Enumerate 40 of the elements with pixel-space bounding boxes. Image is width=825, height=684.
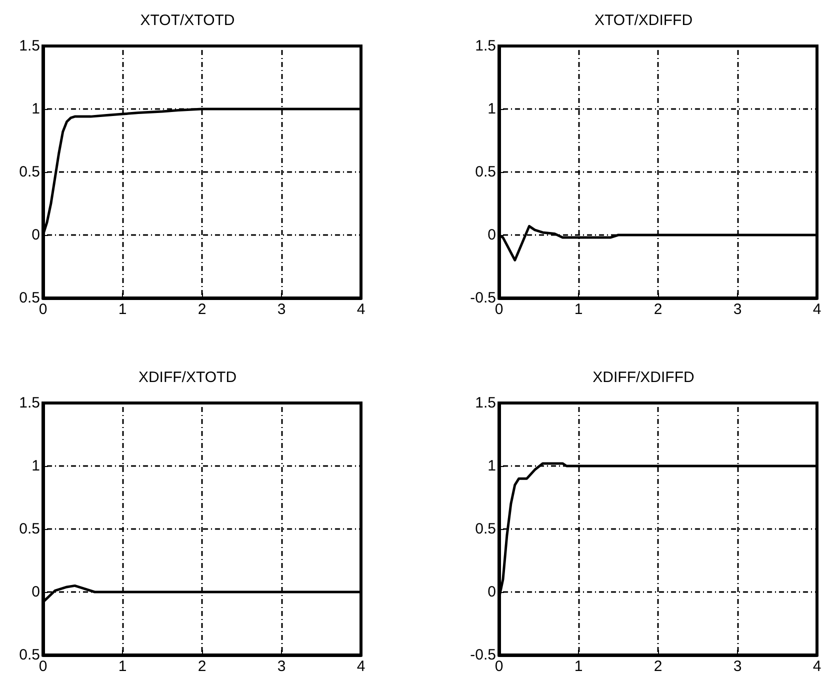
y-tick-label: 1.5: [19, 38, 40, 54]
y-tick-label: 0: [488, 226, 496, 244]
x-tick-label: 4: [812, 301, 822, 318]
chart-title: XTOT/XDIFFD: [594, 12, 693, 29]
x-tick-label: 1: [574, 658, 583, 675]
x-tick-label: 4: [356, 301, 366, 318]
y-tick-label: 0: [488, 584, 496, 600]
y-tick-label: 1.5: [475, 38, 496, 54]
chart-title: XTOT/XTOTD: [140, 12, 235, 29]
x-tick-label: 1: [118, 301, 127, 318]
x-tick-label: 3: [277, 658, 286, 675]
y-tick-label: 0.5: [19, 164, 40, 180]
y-tick-label: 1: [488, 100, 496, 118]
y-tick-label: 0.5: [475, 520, 496, 538]
x-tick-label: 3: [733, 658, 742, 675]
chart-title: XDIFF/XTOTD: [138, 369, 237, 386]
x-tick-label: 2: [654, 658, 662, 675]
x-tick-label: 1: [574, 301, 583, 318]
x-tick-label: 3: [277, 301, 286, 318]
y-tick-label: 0.5: [475, 164, 496, 180]
y-tick-label: 0.5: [19, 290, 40, 306]
y-tick-label: -0.5: [470, 290, 496, 306]
x-tick-label: 3: [733, 301, 742, 318]
y-tick-label: 0: [32, 226, 40, 244]
y-tick-label: 1: [32, 100, 40, 118]
y-tick-label: 1.5: [475, 394, 496, 412]
y-tick-label: 1.5: [19, 394, 40, 412]
x-tick-label: 4: [812, 658, 822, 675]
y-tick-label: 1: [488, 458, 496, 474]
x-tick-label: 2: [198, 658, 206, 675]
x-tick-label: 4: [356, 658, 366, 675]
x-tick-label: 1: [118, 658, 127, 675]
y-tick-label: 0.5: [19, 520, 40, 538]
y-tick-label: -0.5: [470, 646, 496, 664]
y-tick-label: 1: [32, 458, 40, 474]
x-tick-label: 2: [198, 301, 206, 318]
y-tick-label: 0: [32, 584, 40, 600]
y-tick-label: 0.5: [19, 646, 40, 664]
chart-title: XDIFF/XDIFFD: [592, 369, 694, 386]
x-tick-label: 2: [654, 301, 662, 318]
